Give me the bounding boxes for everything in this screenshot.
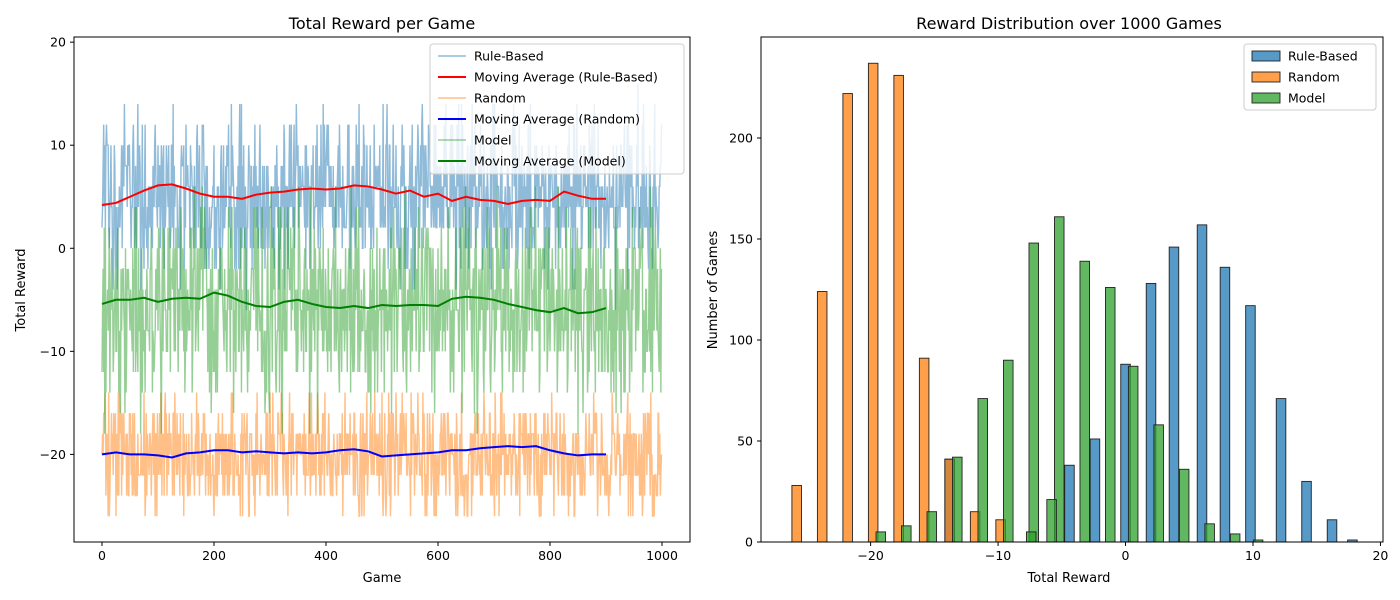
series-line-model (101, 186, 663, 434)
bar-model (1229, 533, 1241, 543)
x-tick-label: 0 (98, 548, 106, 563)
bar-random (893, 74, 904, 543)
bar-rule-based (1301, 480, 1312, 543)
bar-rule-based (1326, 519, 1338, 543)
legend-label: Random (1288, 70, 1340, 85)
bar-model (1105, 287, 1116, 543)
bar-model (1028, 242, 1039, 543)
plot-frame (73, 36, 691, 543)
y-tick-label: 150 (729, 232, 753, 247)
bar-model (1127, 365, 1139, 543)
bar-rule-based (1245, 305, 1256, 543)
legend-box (429, 43, 685, 175)
bar-rule-based (1168, 246, 1180, 543)
legend-label: Rule-Based (1288, 49, 1358, 64)
bar-model (1204, 523, 1215, 543)
legend-swatch (1251, 92, 1281, 104)
bar-rule-based (1196, 224, 1208, 543)
y-tick-label: 200 (729, 131, 753, 146)
bar-rule-based (1275, 398, 1287, 543)
legend-label: Moving Average (Model) (474, 154, 626, 169)
histogram-ylabel: Number of Games (706, 231, 721, 350)
bar-random (816, 291, 828, 543)
bar-model (1178, 468, 1190, 543)
y-tick-label: −20 (40, 447, 66, 462)
histogram-xlabel: Total Reward (1027, 571, 1111, 586)
legend-label: Moving Average (Random) (474, 112, 640, 127)
x-tick-label: −10 (985, 548, 1011, 563)
series-line-moving-average-model- (101, 291, 607, 315)
bar-model (1046, 499, 1057, 543)
bar-random (842, 93, 853, 543)
series-line-random (101, 392, 663, 517)
x-tick-label: 600 (426, 548, 450, 563)
series-line-moving-average-rule-based- (101, 183, 606, 206)
line-chart-panel: Total Reward per Game Game Total Reward … (14, 14, 691, 586)
bar-random (791, 484, 802, 543)
bar-rule-based (1219, 266, 1231, 543)
y-tick-label: 100 (729, 333, 753, 348)
line-chart-plot-area: 0 200 400 600 800 1000 −20 −10 0 10 20 (40, 35, 691, 563)
bar-model (901, 525, 912, 543)
x-tick-label: 800 (538, 548, 562, 563)
y-tick-label: 0 (58, 241, 66, 256)
histogram-panel: Reward Distribution over 1000 Games Tota… (706, 14, 1388, 586)
x-tick-label: 10 (1245, 548, 1261, 563)
bar-model (1079, 260, 1090, 543)
histogram-legend: Rule-Based Random Model (1243, 43, 1377, 111)
histogram-title: Reward Distribution over 1000 Games (916, 14, 1222, 33)
bar-rule-based (1089, 438, 1101, 543)
y-tick-label: 0 (745, 535, 753, 550)
bar-random (867, 62, 879, 543)
x-tick-label: 0 (1122, 548, 1130, 563)
legend-label: Rule-Based (474, 49, 544, 64)
bar-model (1025, 531, 1037, 543)
line-chart-legend: Rule-Based Moving Average (Rule-Based) Ran… (429, 43, 685, 175)
bar-model (1054, 216, 1065, 543)
x-tick-label: 400 (314, 548, 338, 563)
bar-model (1153, 424, 1164, 543)
series-line-moving-average-random- (101, 445, 606, 459)
y-tick-label: 10 (50, 138, 66, 153)
line-chart-xlabel: Game (363, 571, 402, 586)
bar-model (977, 398, 989, 543)
legend-label: Random (474, 91, 526, 106)
plot-frame (760, 36, 1384, 543)
x-tick-label: −20 (857, 548, 883, 563)
legend-label: Model (1288, 91, 1326, 106)
x-tick-label: 200 (202, 548, 226, 563)
y-tick-label: 20 (50, 35, 66, 50)
bar-model (952, 456, 963, 543)
legend-label: Moving Average (Rule-Based) (474, 70, 658, 85)
bar-model (1003, 359, 1014, 543)
bar-model (926, 511, 938, 543)
bar-rule-based (1064, 464, 1075, 543)
line-chart-ylabel: Total Reward (14, 249, 29, 333)
y-tick-label: 50 (737, 434, 753, 449)
bar-model (875, 531, 887, 543)
legend-swatch (1251, 50, 1281, 62)
y-tick-label: −10 (40, 344, 66, 359)
legend-label: Model (474, 133, 512, 148)
x-tick-label: 20 (1372, 548, 1388, 563)
line-chart-title: Total Reward per Game (288, 14, 475, 33)
legend-swatch (1251, 71, 1281, 83)
x-tick-label: 1000 (646, 548, 678, 563)
